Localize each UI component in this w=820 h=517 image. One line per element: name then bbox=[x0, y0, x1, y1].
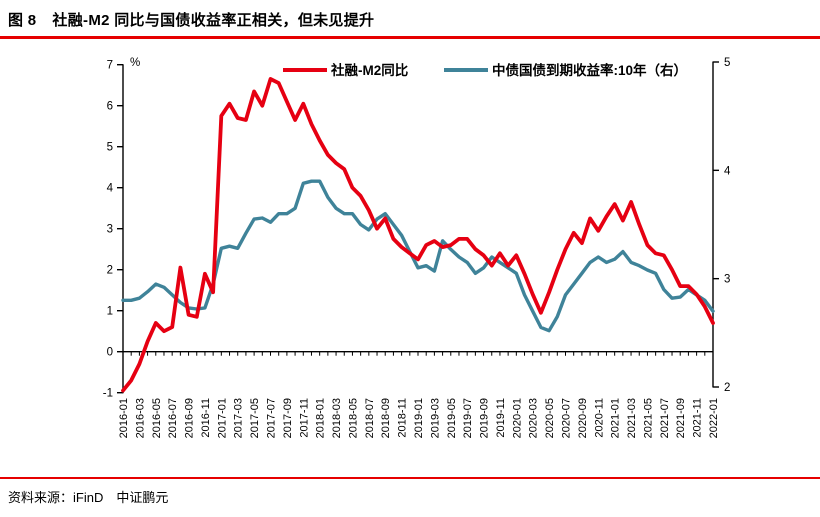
left-axis-tick-label: 4 bbox=[107, 183, 114, 195]
left-axis-tick-label: 1 bbox=[107, 306, 113, 318]
left-axis-tick-label: 5 bbox=[107, 142, 113, 154]
x-axis-tick-label: 2021-11 bbox=[692, 398, 704, 438]
right-axis-tick-label: 5 bbox=[724, 57, 730, 69]
x-axis-tick-label: 2019-01 bbox=[413, 398, 425, 438]
figure-label: 图 8 bbox=[8, 12, 37, 29]
legend-label-0: 社融-M2同比 bbox=[330, 62, 408, 78]
right-axis-tick-label: 2 bbox=[724, 382, 730, 394]
x-axis-tick-label: 2021-03 bbox=[626, 398, 638, 438]
x-axis-tick-label: 2016-11 bbox=[200, 398, 212, 438]
x-axis-tick-label: 2018-07 bbox=[364, 398, 376, 438]
x-axis-tick-label: 2022-01 bbox=[708, 398, 720, 438]
left-axis-tick-label: 7 bbox=[107, 60, 113, 72]
x-axis-tick-label: 2017-01 bbox=[216, 398, 228, 438]
left-axis-tick-label: 6 bbox=[107, 101, 113, 113]
x-axis-tick-label: 2020-03 bbox=[528, 398, 540, 438]
x-axis-tick-label: 2017-05 bbox=[249, 398, 261, 438]
x-axis-tick-label: 2019-07 bbox=[462, 398, 474, 438]
x-axis-tick-label: 2020-05 bbox=[544, 398, 556, 438]
x-axis-tick-label: 2016-07 bbox=[167, 398, 179, 438]
x-axis-tick-label: 2017-07 bbox=[266, 398, 278, 438]
x-axis-tick-label: 2018-01 bbox=[315, 398, 327, 438]
figure-title: 社融-M2 同比与国债收益率正相关，但未见提升 bbox=[52, 12, 375, 29]
source-text: iFinD 中证鹏元 bbox=[73, 490, 169, 505]
series-line-0 bbox=[121, 77, 715, 393]
x-axis-tick-label: 2020-01 bbox=[511, 398, 523, 438]
x-axis-tick-label: 2016-09 bbox=[184, 398, 196, 438]
x-axis-tick-label: 2016-05 bbox=[151, 398, 163, 438]
bottom-divider bbox=[0, 477, 820, 479]
x-axis-tick-label: 2016-01 bbox=[118, 398, 130, 438]
source-line: 资料来源：iFinD 中证鹏元 bbox=[8, 487, 168, 506]
x-axis-tick-label: 2020-07 bbox=[561, 398, 573, 438]
legend-label-1: 中债国债到期收益率:10年（右） bbox=[492, 62, 687, 78]
source-label: 资料来源： bbox=[8, 490, 74, 505]
x-axis-tick-label: 2020-09 bbox=[577, 398, 589, 438]
left-axis-tick-label: 0 bbox=[107, 347, 113, 359]
left-axis-tick-label: 2 bbox=[107, 265, 113, 277]
left-axis-tick-label: -1 bbox=[103, 388, 113, 400]
x-axis-tick-label: 2019-03 bbox=[429, 398, 441, 438]
x-axis-tick-label: 2017-03 bbox=[233, 398, 245, 438]
x-axis-tick-label: 2018-11 bbox=[397, 398, 409, 438]
x-axis-tick-label: 2018-09 bbox=[380, 398, 392, 438]
x-axis-tick-label: 2021-01 bbox=[610, 398, 622, 438]
right-axis-tick-label: 4 bbox=[724, 165, 731, 177]
x-axis-tick-label: 2020-11 bbox=[593, 398, 605, 438]
top-divider bbox=[0, 36, 820, 39]
x-axis-tick-label: 2021-07 bbox=[659, 398, 671, 438]
x-axis-tick-label: 2019-11 bbox=[495, 398, 507, 438]
x-axis-tick-label: 2021-09 bbox=[675, 398, 687, 438]
x-axis-tick-label: 2017-09 bbox=[282, 398, 294, 438]
x-axis-tick-label: 2021-05 bbox=[642, 398, 654, 438]
left-axis-unit-label: % bbox=[130, 57, 140, 69]
x-axis-tick-label: 2017-11 bbox=[298, 398, 310, 438]
x-axis-tick-label: 2018-03 bbox=[331, 398, 343, 438]
x-axis-tick-label: 2016-03 bbox=[134, 398, 146, 438]
x-axis-tick-label: 2019-05 bbox=[446, 398, 458, 438]
left-axis-tick-label: 3 bbox=[107, 224, 113, 236]
series-line-1 bbox=[121, 179, 715, 333]
x-axis-tick-label: 2018-05 bbox=[347, 398, 359, 438]
chart-area: -1 0 1 2 3 4 5 6 7% 2 3 4 5 2016-01 2016-03 2016-05 2016… bbox=[0, 40, 820, 476]
figure-header: 图 8 社融-M2 同比与国债收益率正相关，但未见提升 bbox=[0, 0, 820, 30]
x-axis-tick-label: 2019-09 bbox=[479, 398, 491, 438]
right-axis-tick-label: 3 bbox=[724, 274, 730, 286]
chart-svg: -1 0 1 2 3 4 5 6 7 % 2 3 4 5 2016-01 2016-03 2016-05 2016… bbox=[103, 57, 731, 438]
